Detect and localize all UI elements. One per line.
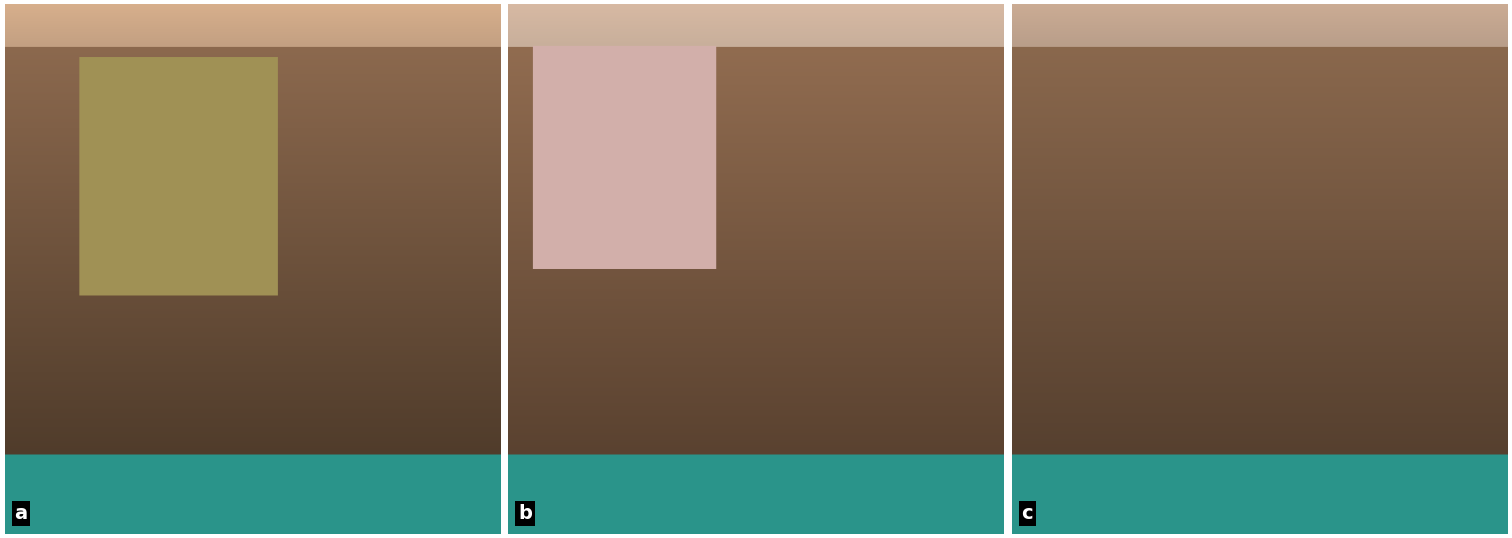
Text: b: b (519, 504, 532, 523)
Text: a: a (15, 504, 27, 523)
Text: c: c (1022, 504, 1033, 523)
